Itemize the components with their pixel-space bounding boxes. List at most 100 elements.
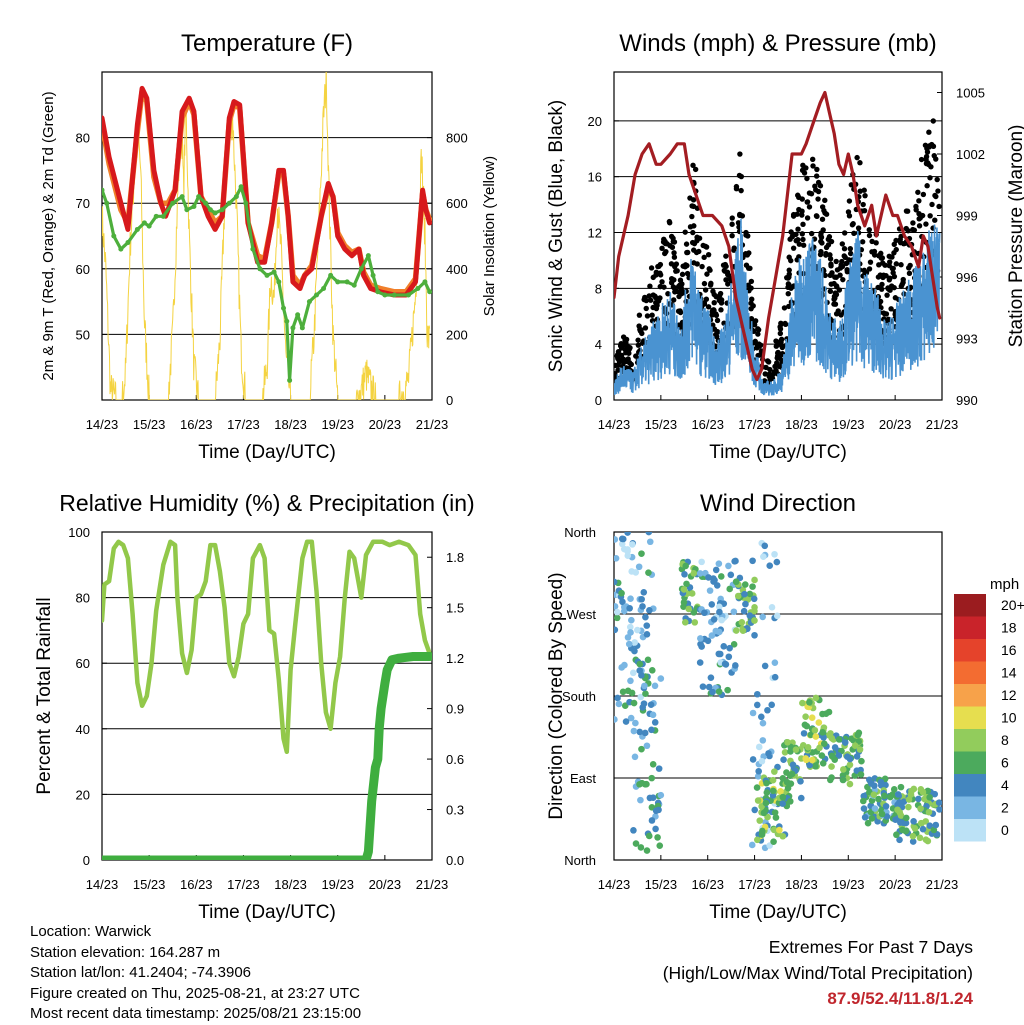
gust-point <box>878 250 884 257</box>
direction-point <box>853 753 861 760</box>
direction-point <box>637 844 645 851</box>
gust-point <box>819 240 825 246</box>
direction-point <box>618 540 626 548</box>
x-tick-label: 20/23 <box>369 417 402 432</box>
colorbar-label: 14 <box>1001 665 1017 681</box>
gust-point <box>745 282 752 288</box>
series-pressure <box>614 90 942 382</box>
gust-point <box>788 257 794 264</box>
direction-point <box>727 571 735 579</box>
wind-series <box>614 218 941 396</box>
gust-point <box>777 340 783 346</box>
gust-point <box>779 344 786 351</box>
direction-point <box>720 643 728 650</box>
x-axis-label: Time (Day/UTC) <box>198 902 336 923</box>
gust-point <box>886 253 892 259</box>
direction-point <box>754 797 762 804</box>
direction-point <box>924 837 932 845</box>
gust-point <box>650 274 656 281</box>
dewpoint-point <box>264 272 270 278</box>
direction-point <box>615 700 623 708</box>
direction-point <box>631 647 638 655</box>
gust-point <box>819 216 826 222</box>
direction-point <box>763 779 770 787</box>
gust-point <box>667 243 673 249</box>
direction-point <box>732 578 740 586</box>
gust-point <box>871 252 878 258</box>
elevation-text: Station elevation: 164.287 m <box>30 943 221 961</box>
x-tick-label: 16/23 <box>691 417 724 432</box>
direction-point <box>614 603 619 610</box>
gust-point <box>840 276 846 283</box>
gust-point <box>814 166 820 173</box>
gust-point <box>782 321 789 328</box>
gust-point <box>918 156 925 163</box>
gust-point <box>866 227 872 233</box>
direction-point <box>769 776 777 784</box>
gust-point <box>906 270 913 277</box>
direction-point <box>632 840 640 847</box>
direction-point <box>780 756 787 764</box>
dewpoint-point <box>306 299 312 305</box>
gust-point <box>690 229 696 236</box>
gust-point <box>827 256 834 262</box>
gust-point <box>873 240 879 246</box>
direction-point <box>908 787 915 795</box>
direction-point <box>708 632 716 639</box>
gust-point <box>881 316 887 322</box>
direction-point <box>822 710 830 718</box>
gust-point <box>626 346 632 353</box>
gust-point <box>614 371 618 377</box>
gust-point <box>643 305 649 312</box>
gust-point <box>848 182 855 188</box>
gust-point <box>915 189 921 195</box>
direction-point <box>759 719 767 727</box>
solar-series <box>102 72 431 400</box>
gust-point <box>767 366 773 373</box>
gust-point <box>716 297 723 304</box>
chart-title: Wind Direction <box>700 490 856 517</box>
direction-point <box>627 714 635 722</box>
dewpoint-point <box>118 246 124 252</box>
gust-point <box>916 216 922 222</box>
gust-point <box>671 250 677 256</box>
gust-point <box>647 283 653 289</box>
direction-point <box>878 810 886 818</box>
direction-point <box>812 733 820 740</box>
gust-point <box>924 183 930 189</box>
direction-point <box>630 827 637 834</box>
direction-point <box>614 578 618 586</box>
gust-point <box>773 338 779 344</box>
direction-point <box>768 701 776 709</box>
chart-panel-1: Temperature (F) Time (Day/UTC) 2m & 9m T (… <box>40 30 498 463</box>
direction-point <box>696 659 704 666</box>
gust-point <box>786 303 792 310</box>
direction-point <box>624 687 632 695</box>
direction-point <box>919 825 927 833</box>
direction-point <box>807 731 815 739</box>
direction-point <box>642 613 649 621</box>
dewpoint-point <box>365 253 371 259</box>
direction-point <box>828 763 835 770</box>
x-tick-label: 19/23 <box>832 877 865 892</box>
direction-point <box>630 699 638 707</box>
direction-point <box>657 791 665 799</box>
direction-point <box>758 757 766 765</box>
chart-panel-4: Wind Direction Time (Day/UTC) Direction (C… <box>546 490 1024 923</box>
direction-point <box>753 701 761 709</box>
direction-point <box>926 794 933 801</box>
direction-point <box>925 808 933 816</box>
direction-point <box>749 709 757 717</box>
x-tick-label: 18/23 <box>274 877 307 892</box>
direction-point <box>751 617 758 624</box>
direction-point <box>648 667 656 674</box>
dewpoint-point <box>141 220 147 226</box>
direction-point <box>637 796 644 804</box>
plot-frame <box>613 71 943 401</box>
direction-point <box>698 558 705 566</box>
direction-point <box>652 825 659 833</box>
y2-tick-label: 1005 <box>956 86 985 101</box>
x-tick-label: 16/23 <box>180 877 213 892</box>
gust-point <box>657 283 663 290</box>
direction-point <box>649 761 657 768</box>
